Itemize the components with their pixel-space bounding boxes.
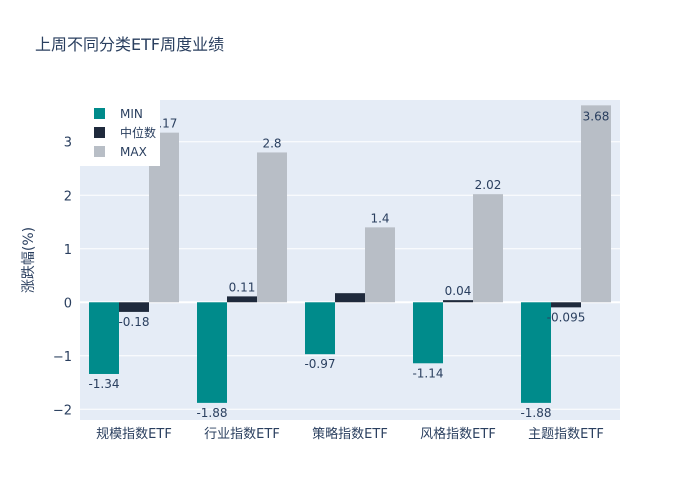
data-label: 1.4	[370, 211, 389, 225]
bar	[443, 300, 473, 303]
data-label: 2.8	[262, 136, 281, 150]
x-tick-label: 规模指数ETF	[96, 427, 172, 442]
y-axis-ticks: −2 −1 0 1 2 3	[53, 136, 72, 419]
bar	[257, 152, 287, 303]
bar	[197, 302, 227, 403]
legend: MIN 中位数 MAX	[80, 100, 160, 166]
data-label: -0.095	[547, 310, 586, 324]
bar	[227, 296, 257, 303]
bar	[89, 302, 119, 374]
y-tick-label: 1	[64, 243, 72, 258]
chart-title: 上周不同分类ETF周度业绩	[35, 35, 224, 54]
data-label: -1.14	[412, 366, 443, 380]
legend-label: MAX	[120, 145, 147, 159]
bar	[473, 194, 503, 303]
data-label: 2.02	[475, 178, 502, 192]
data-label: -1.88	[520, 406, 551, 420]
bar	[551, 302, 581, 308]
y-axis-title: 涨跌幅(%)	[21, 227, 37, 293]
x-tick-label: 风格指数ETF	[420, 426, 496, 442]
data-label: -1.34	[88, 377, 119, 391]
x-tick-label: 行业指数ETF	[204, 427, 280, 442]
bar	[365, 227, 395, 303]
legend-label: 中位数	[120, 125, 156, 140]
legend-swatch	[94, 127, 105, 138]
data-label: 3.68	[583, 109, 610, 123]
bar	[305, 302, 335, 355]
y-tick-label: −1	[53, 350, 72, 365]
data-label: -1.88	[196, 406, 227, 420]
bar	[581, 105, 611, 303]
bar	[521, 302, 551, 403]
legend-swatch	[94, 108, 105, 119]
y-tick-label: 0	[64, 296, 72, 311]
bar	[335, 293, 365, 303]
legend-box	[80, 100, 160, 166]
legend-swatch	[94, 146, 105, 157]
y-tick-label: 3	[64, 136, 72, 151]
data-label: 0.04	[445, 284, 472, 298]
data-label: -0.97	[304, 357, 335, 371]
data-labels: -1.34 -1.88 -0.97 -1.14 -1.88 -0.18 0.11 0.04 -0…	[88, 109, 609, 420]
legend-label: MIN	[120, 107, 143, 121]
y-tick-label: 2	[64, 189, 72, 204]
x-axis-ticks: 规模指数ETF 行业指数ETF 策略指数ETF 风格指数ETF 主题指数ETF	[96, 426, 604, 442]
bar	[413, 302, 443, 364]
y-tick-label: −2	[53, 403, 72, 418]
data-label: 0.11	[229, 280, 256, 294]
x-tick-label: 主题指数ETF	[528, 427, 604, 442]
bar	[119, 302, 149, 312]
x-tick-label: 策略指数ETF	[312, 426, 388, 442]
data-label: -0.18	[118, 315, 149, 329]
